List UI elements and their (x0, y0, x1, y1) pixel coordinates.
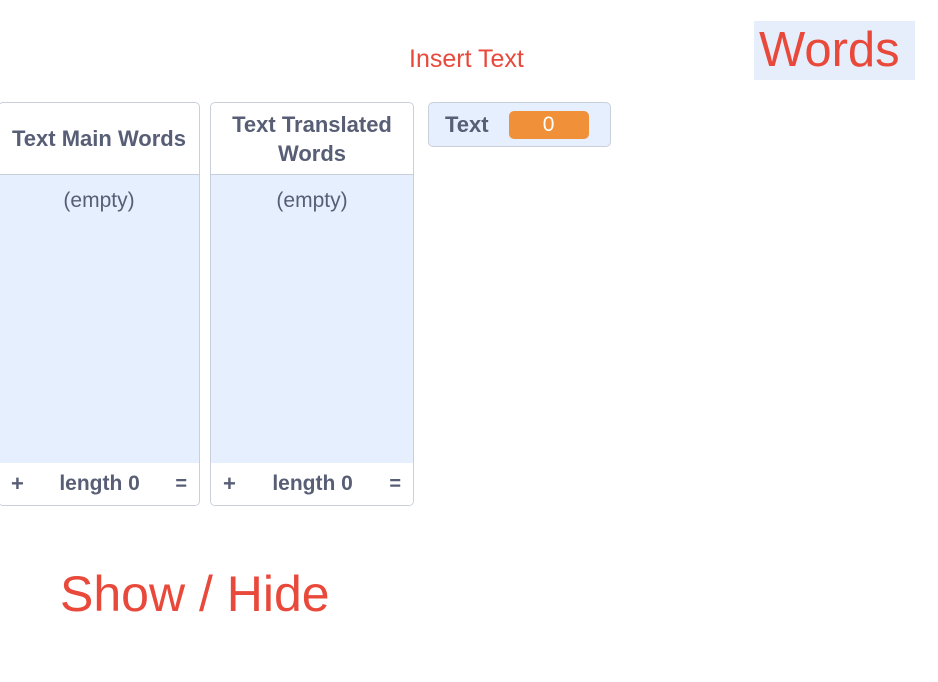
resize-handle[interactable]: = (175, 472, 187, 495)
list-length-label: length 0 (272, 472, 353, 495)
list-contents[interactable]: (empty) (211, 175, 413, 463)
list-title: Text Translated Words (211, 103, 413, 175)
list-empty-label: (empty) (276, 189, 348, 212)
show-hide-sprite[interactable]: Show / Hide (60, 566, 330, 622)
list-monitor-text-translated-words: Text Translated Words (empty) + length 0… (210, 102, 414, 506)
insert-text-sprite[interactable]: Insert Text (409, 45, 524, 73)
list-empty-label: (empty) (63, 189, 135, 212)
list-footer: + length 0 = (211, 463, 413, 505)
list-monitor-text-main-words: Text Main Words (empty) + length 0 = (0, 102, 200, 506)
words-sprite[interactable]: Words (754, 21, 915, 80)
variable-monitor-text: Text 0 (428, 102, 611, 147)
variable-value: 0 (508, 110, 589, 139)
add-item-button[interactable]: + (11, 471, 24, 496)
resize-handle[interactable]: = (389, 472, 401, 495)
list-footer: + length 0 = (0, 463, 199, 505)
list-length-label: length 0 (59, 472, 140, 495)
list-contents[interactable]: (empty) (0, 175, 199, 463)
list-title: Text Main Words (0, 103, 199, 175)
variable-label: Text (445, 111, 489, 137)
add-item-button[interactable]: + (223, 471, 236, 496)
